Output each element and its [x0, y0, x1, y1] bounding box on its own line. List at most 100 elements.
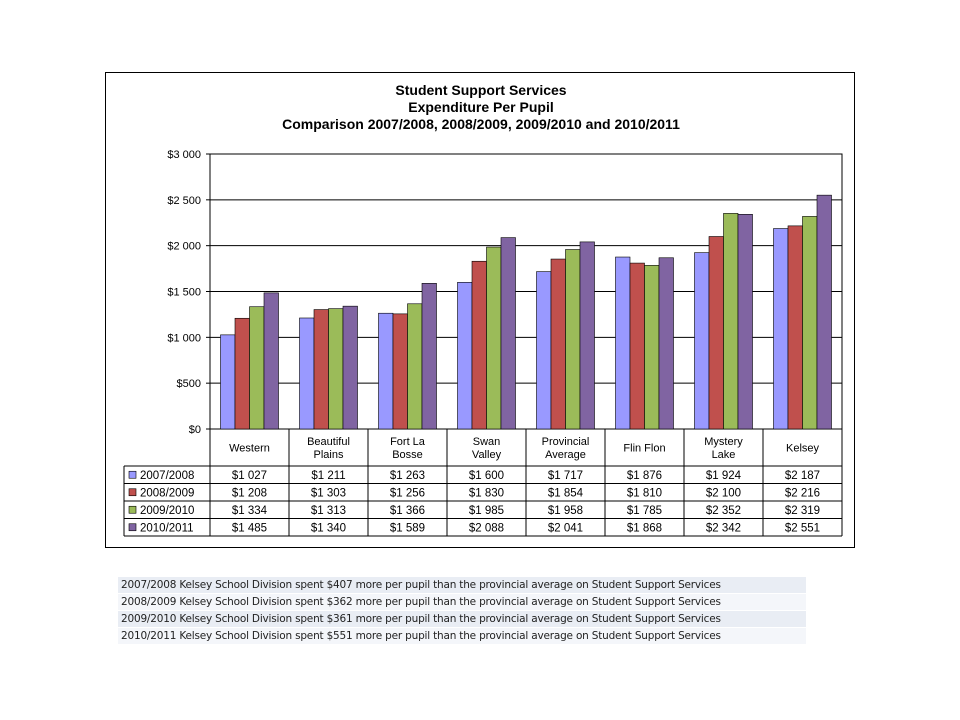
data-label: $1 785 — [627, 505, 662, 517]
y-tick-label: $2 000 — [167, 241, 201, 253]
bar — [579, 241, 595, 430]
data-label: $1 600 — [469, 470, 504, 482]
bar — [787, 225, 803, 430]
x-tick-label: Provincial — [542, 436, 590, 448]
notes-list: 2007/2008 Kelsey School Division spent $… — [118, 577, 806, 645]
data-label: $1 958 — [548, 505, 583, 517]
bar — [249, 306, 265, 430]
bar — [471, 260, 487, 430]
data-label: $1 366 — [390, 505, 425, 517]
x-tick-label: Mystery — [704, 436, 743, 448]
bar — [234, 317, 250, 430]
data-label: $1 334 — [232, 505, 268, 517]
data-label: $1 985 — [469, 505, 504, 517]
data-label: $1 810 — [627, 487, 662, 499]
data-label: $1 589 — [390, 522, 425, 534]
bar — [802, 216, 818, 430]
x-tick-label: Kelsey — [786, 443, 820, 455]
note-row: 2009/2010 Kelsey School Division spent $… — [118, 611, 806, 627]
bar — [263, 292, 279, 430]
data-label: $1 208 — [232, 487, 267, 499]
data-label: $1 211 — [311, 470, 345, 482]
x-tick-label: Fort La — [390, 436, 426, 448]
bar — [536, 271, 552, 430]
bar — [550, 258, 566, 430]
data-label: $1 263 — [390, 470, 425, 482]
bar — [421, 283, 437, 430]
chart-frame: Student Support Services Expenditure Per … — [105, 72, 855, 548]
y-tick-label: $0 — [189, 424, 201, 436]
bar — [392, 313, 408, 430]
bar — [299, 317, 315, 430]
data-label: $2 352 — [706, 505, 741, 517]
bar — [378, 312, 394, 430]
note-row: 2008/2009 Kelsey School Division spent $… — [118, 594, 806, 610]
bar — [644, 265, 660, 430]
x-tick-label: Bosse — [392, 449, 423, 461]
data-label: $2 342 — [706, 522, 741, 534]
data-label: $1 340 — [311, 522, 346, 534]
data-label: $2 041 — [548, 522, 583, 534]
chart-title-line: Student Support Services — [395, 82, 566, 98]
bar — [407, 303, 423, 430]
y-tick-label: $2 500 — [167, 195, 201, 207]
bar — [816, 194, 832, 430]
data-label: $1 924 — [706, 470, 742, 482]
x-tick-label: Valley — [472, 449, 502, 461]
x-tick-label: Flin Flon — [623, 443, 665, 455]
chart-title-line: Comparison 2007/2008, 2008/2009, 2009/20… — [282, 116, 680, 132]
x-tick-label: Plains — [314, 449, 344, 461]
y-tick-label: $1 000 — [167, 332, 201, 344]
data-label: $1 868 — [627, 522, 662, 534]
x-tick-label: Beautiful — [307, 436, 350, 448]
data-label: $1 313 — [311, 505, 346, 517]
data-label: $2 187 — [785, 470, 820, 482]
data-label: $1 303 — [311, 487, 346, 499]
data-label: $1 876 — [627, 470, 662, 482]
note-row: 2007/2008 Kelsey School Division spent $… — [118, 577, 806, 593]
x-tick-label: Average — [545, 449, 586, 461]
bar — [708, 236, 724, 430]
bar — [565, 249, 581, 430]
data-label: $2 216 — [785, 487, 820, 499]
bar — [694, 252, 710, 430]
bar — [658, 257, 674, 430]
bar — [629, 262, 645, 430]
legend-label: 2008/2009 — [140, 487, 194, 499]
bar — [457, 282, 473, 430]
bar — [737, 214, 753, 430]
x-tick-label: Lake — [712, 449, 736, 461]
data-label: $1 027 — [232, 470, 267, 482]
x-tick-label: Western — [229, 443, 270, 455]
bar — [220, 334, 236, 430]
y-tick-label: $500 — [177, 378, 201, 390]
legend-label: 2009/2010 — [140, 505, 194, 517]
data-label: $1 854 — [548, 487, 584, 499]
data-label: $1 485 — [232, 522, 267, 534]
legend-swatch — [128, 523, 137, 532]
data-label: $1 830 — [469, 487, 504, 499]
y-tick-label: $3 000 — [167, 149, 201, 161]
data-label: $1 717 — [548, 470, 583, 482]
bar — [486, 246, 502, 430]
x-tick-label: Swan — [473, 436, 501, 448]
bar — [342, 305, 358, 430]
note-row: 2010/2011 Kelsey School Division spent $… — [118, 628, 806, 644]
y-tick-label: $1 500 — [167, 287, 201, 299]
data-label: $2 551 — [785, 522, 820, 534]
data-label: $2 100 — [706, 487, 741, 499]
data-label: $2 319 — [785, 505, 820, 517]
bar — [328, 308, 344, 430]
legend-swatch — [128, 470, 137, 479]
chart-title-line: Expenditure Per Pupil — [408, 99, 553, 115]
legend-label: 2007/2008 — [140, 470, 194, 482]
bar — [723, 213, 739, 430]
bar — [615, 256, 631, 430]
bar — [500, 237, 516, 430]
bar — [313, 309, 329, 430]
legend-label: 2010/2011 — [140, 522, 194, 534]
legend-swatch — [128, 488, 137, 497]
data-label: $2 088 — [469, 522, 504, 534]
data-label: $1 256 — [390, 487, 425, 499]
